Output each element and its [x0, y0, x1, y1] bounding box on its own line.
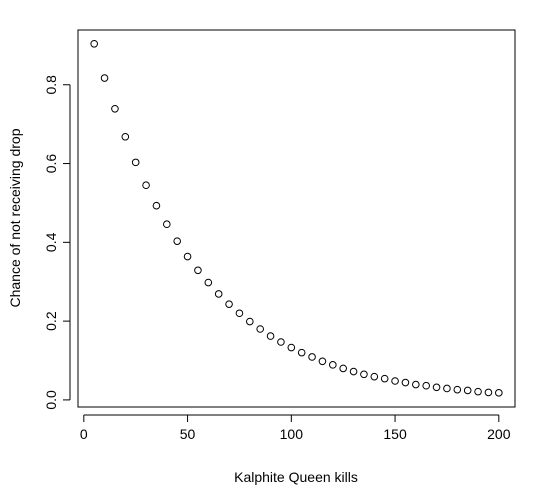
point — [256, 325, 264, 333]
y-tick-label: 0.4 — [43, 232, 59, 252]
point — [173, 237, 181, 245]
y-axis-label: Chance of not receiving drop — [7, 128, 23, 307]
point — [194, 266, 202, 275]
point — [308, 353, 316, 361]
y-tick-label: 0.2 — [43, 311, 59, 331]
point — [422, 381, 430, 390]
point — [339, 364, 347, 373]
point — [484, 388, 493, 397]
y-tick-label: 0.0 — [43, 390, 59, 410]
x-tick-label: 50 — [180, 426, 196, 442]
point — [121, 132, 130, 141]
point — [495, 389, 503, 397]
x-tick-label: 200 — [487, 426, 511, 442]
point — [246, 317, 254, 326]
point — [152, 201, 161, 210]
point — [297, 348, 306, 357]
x-tick-label: 100 — [280, 426, 304, 442]
point — [360, 370, 368, 379]
point — [287, 343, 296, 352]
point — [329, 361, 337, 369]
point — [463, 386, 472, 395]
point — [183, 252, 192, 261]
plot-box — [77, 29, 516, 408]
x-tick-label: 150 — [383, 426, 407, 442]
point — [318, 357, 327, 366]
point — [443, 384, 451, 393]
point — [391, 377, 399, 385]
x-axis-label: Kalphite Queen kills — [234, 469, 358, 485]
point — [266, 332, 275, 340]
point — [380, 374, 389, 383]
point — [163, 220, 171, 229]
point — [100, 74, 109, 82]
point — [225, 300, 233, 308]
point — [204, 278, 213, 287]
point — [131, 158, 140, 167]
point — [370, 372, 379, 381]
point — [214, 290, 223, 298]
point — [349, 367, 358, 376]
point — [277, 338, 285, 346]
point — [235, 309, 244, 318]
point — [453, 385, 462, 394]
point — [432, 383, 441, 392]
point — [474, 387, 482, 396]
y-tick-label: 0.6 — [43, 154, 59, 174]
point — [142, 181, 150, 190]
y-tick-label: 0.8 — [43, 75, 59, 95]
point — [401, 378, 410, 387]
point — [90, 39, 98, 48]
point — [111, 104, 119, 113]
x-tick-label: 0 — [80, 426, 88, 442]
point — [412, 380, 420, 389]
